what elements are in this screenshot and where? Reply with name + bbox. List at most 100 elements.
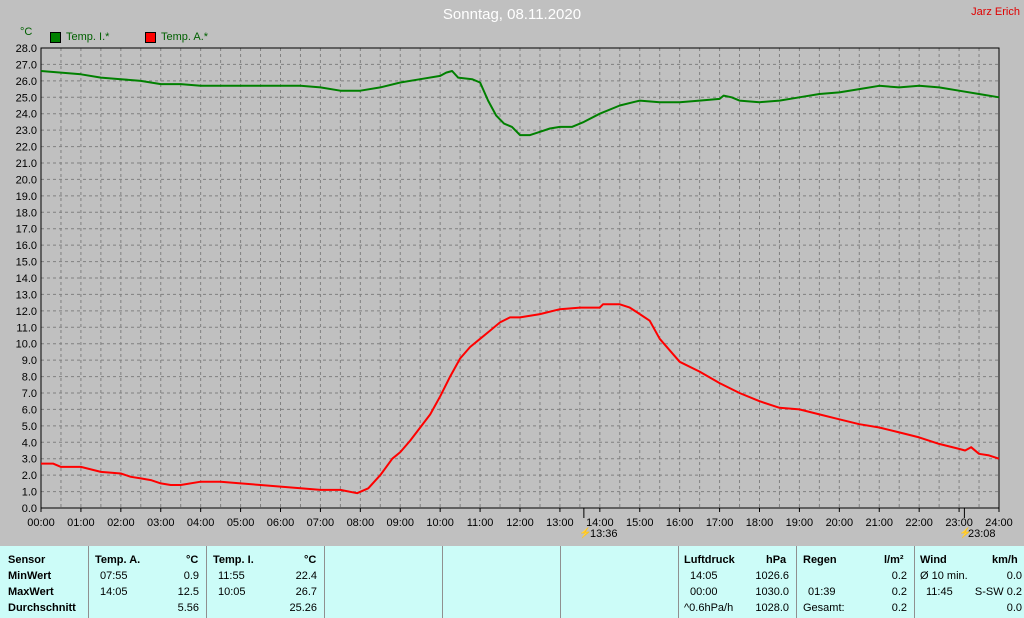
statistics-table: Sensor MinWert MaxWert Durchschnitt Temp… [0,546,1024,618]
temp-i-avg-value: 25.26 [289,602,317,614]
y-tick-label: 10.0 [16,339,37,351]
wind-header: Wind [920,554,947,566]
y-tick-label: 9.0 [22,355,37,367]
y-tick-label: 16.0 [16,240,37,252]
temp-a-min-value: 0.9 [183,570,199,582]
temp-a-max-time: 14:05 [100,586,128,598]
chart-series [40,70,1000,495]
x-tick-label: 00:00 [27,517,55,529]
x-tick-label: 11:00 [467,517,494,529]
column-divider [796,546,797,618]
y-tick-label: 8.0 [22,372,37,384]
x-tick-label: 02:00 [107,517,135,529]
x-tick-label: 04:00 [187,517,215,529]
temp-a-min-time: 07:55 [100,570,128,582]
chart-markers [583,508,965,518]
y-tick-label: 20.0 [16,174,37,186]
y-tick-label: 18.0 [16,207,37,219]
column-divider [678,546,679,618]
luftdruck-header: Luftdruck [684,554,735,566]
y-tick-label: 2.0 [22,470,37,482]
x-tick-label: 09:00 [386,517,414,529]
y-tick-label: 12.0 [16,306,37,318]
y-tick-label: 22.0 [16,142,37,154]
y-tick-label: 7.0 [22,388,37,400]
y-tick-label: 28.0 [16,43,37,55]
marker-label-2: 23:08 [968,528,996,540]
luftdruck-max-value: 1030.0 [755,586,789,598]
x-tick-label: 22:00 [905,517,933,529]
wind-avg-value: 0.0 [1006,570,1022,582]
y-tick-label: 23.0 [16,125,37,137]
legend-label-temp-i: Temp. I.* [66,31,110,43]
author-label: Jarz Erich [971,6,1020,18]
temp-a-unit: °C [186,554,199,566]
temp-i-header: Temp. I. [213,554,254,566]
y-tick-label: 1.0 [22,487,37,499]
regen-value-1: 0.2 [891,570,907,582]
y-tick-label: 6.0 [22,404,37,416]
x-tick-label: 10:00 [426,517,454,529]
legend-swatch-temp-i [50,31,61,43]
column-divider [560,546,561,618]
wind-max-time: 11:45 [926,586,953,598]
chart-grid [41,48,999,508]
luftdruck-trend-label: ^0.6hPa/h [684,602,734,614]
y-tick-label: 14.0 [16,273,37,285]
y-tick-label: 25.0 [16,92,37,104]
temp-i-max-time: 10:05 [218,586,246,598]
x-tick-label: 14:00 [586,517,614,529]
sensor-header: Sensor [8,554,46,566]
luftdruck-unit: hPa [766,554,787,566]
row-label-min: MinWert [8,570,52,582]
x-tick-label: 19:00 [786,517,814,529]
x-tick-label: 15:00 [626,517,654,529]
temp-i-min-value: 22.4 [295,570,317,582]
x-tick-label: 01:00 [67,517,95,529]
row-label-max: MaxWert [8,586,54,598]
y-tick-label: 4.0 [22,437,37,449]
column-divider [914,546,915,618]
y-tick-label: 11.0 [16,322,37,334]
wind-unit: km/h [992,554,1018,566]
wind-max-value: S-SW 0.2 [974,586,1022,598]
regen-total-label: Gesamt: [803,602,845,614]
y-tick-label: 26.0 [16,76,37,88]
legend-label-temp-a: Temp. A.* [161,31,209,43]
regen-unit: l/m² [884,554,904,566]
legend-item-temp-a: Temp. A.* [145,31,208,43]
regen-total-value: 0.2 [891,602,907,614]
y-tick-label: 3.0 [22,454,37,466]
luftdruck-trend-value: 1028.0 [755,602,789,614]
regen-value-2: 0.2 [891,586,907,598]
x-tick-label: 21:00 [865,517,893,529]
temperature-chart: 0.0 1.0 2.0 3.0 4.0 5.0 6.0 7.0 8.0 9.0 10.0 11.0 12… [16,43,1013,529]
x-tick-label: 06:00 [267,517,295,529]
weather-marker-icon: ⚡ [579,528,592,539]
marker-label-1: 13:36 [590,528,618,540]
x-tick-label: 16:00 [666,517,694,529]
temp-a-max-value: 12.5 [177,586,199,598]
wind-avg-label: Ø 10 min. [920,570,968,582]
x-tick-label: 13:00 [546,517,574,529]
chart-axes: 0.0 1.0 2.0 3.0 4.0 5.0 6.0 7.0 8.0 9.0 10.0 11.0 12… [16,43,1013,529]
temp-a-header: Temp. A. [95,554,141,566]
x-tick-label: 18:00 [746,517,774,529]
y-tick-label: 17.0 [16,224,37,236]
temp-i-max-value: 26.7 [295,586,317,598]
series-line-temp-i [40,70,1000,137]
temp-i-min-time: 11:55 [218,570,245,582]
luftdruck-min-value: 1026.6 [755,570,789,582]
x-tick-label: 17:00 [706,517,734,529]
y-tick-label: 0.0 [22,503,37,515]
y-tick-label: 13.0 [16,289,37,301]
column-divider [442,546,443,618]
legend-item-temp-i: Temp. I.* [50,31,109,43]
y-tick-label: 21.0 [16,158,37,170]
series-line-temp-a [41,303,1000,495]
x-tick-label: 20:00 [826,517,854,529]
x-tick-label: 07:00 [307,517,335,529]
temp-i-unit: °C [304,554,317,566]
luftdruck-max-time: 00:00 [690,586,718,598]
regen-time: 01:39 [808,586,836,598]
